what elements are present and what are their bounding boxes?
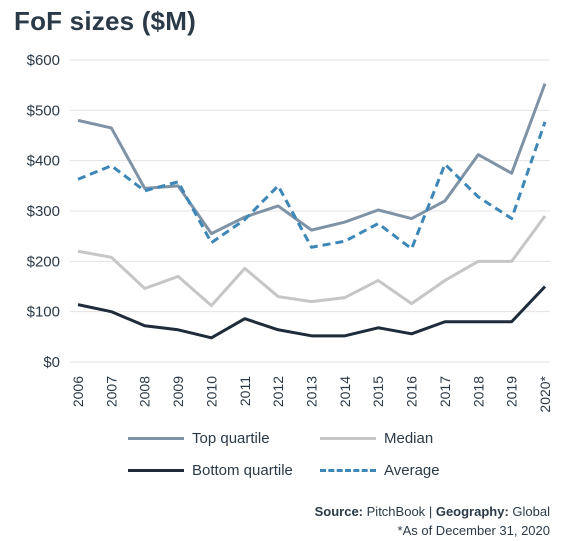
median-line: [77, 215, 547, 308]
average-line: [77, 121, 547, 251]
x-tick-label: 2018: [470, 376, 486, 407]
x-tick-label: 2007: [103, 376, 119, 407]
legend-item-top-quartile: Top quartile: [128, 430, 270, 447]
chart-title: FoF sizes ($M): [14, 6, 196, 36]
x-tick-label: 2015: [370, 376, 386, 407]
x-tick-label: 2016: [404, 376, 420, 407]
as-of-note: *As of December 31, 2020: [397, 523, 550, 538]
y-tick-label: $600: [27, 52, 60, 69]
y-tick-label: $0: [43, 354, 60, 371]
source-label: Source:: [314, 504, 364, 519]
top-quartile-line: [77, 83, 547, 236]
source-separator: |: [428, 504, 433, 519]
y-axis-ticks: $0 $100 $200 $300 $400 $500 $600: [27, 52, 60, 371]
grid: [70, 59, 550, 363]
legend-item-average: Average: [320, 462, 440, 479]
top-quartile-swatch: [128, 437, 184, 440]
legend: Top quartile Median Bottom quartile Aver…: [128, 428, 528, 492]
y-tick-label: $100: [27, 304, 60, 321]
y-tick-label: $400: [27, 153, 60, 170]
bottom-quartile-line: [77, 285, 547, 340]
y-tick-label: $500: [27, 102, 60, 119]
legend-label-median: Median: [384, 430, 434, 447]
legend-label-average: Average: [384, 462, 440, 479]
y-tick-label: $200: [27, 253, 60, 270]
y-tick-label: $300: [27, 203, 60, 220]
x-tick-label: 2009: [170, 376, 186, 407]
source-value: PitchBook: [366, 504, 426, 519]
x-tick-label: 2012: [270, 376, 286, 407]
legend-label-bottom-quartile: Bottom quartile: [192, 462, 293, 479]
bottom-quartile-swatch: [128, 469, 184, 472]
x-tick-label: 2006: [70, 376, 86, 407]
legend-label-top-quartile: Top quartile: [192, 430, 270, 447]
source-line: Source: PitchBook | Geography: Global: [315, 502, 550, 521]
x-tick-label: 2011: [237, 376, 253, 406]
x-tick-label: 2010: [203, 376, 219, 407]
median-swatch: [320, 437, 376, 440]
x-tick-label: 2020*: [537, 375, 553, 412]
line-chart: $0$100$200$300$400$500$600 2006 2007 2008 2…: [27, 52, 553, 413]
x-axis-ticks: 2006 2007 2008 2009 2010 2011 2012 2013 2014 2015…: [70, 375, 553, 412]
x-tick-label: 2019: [504, 376, 520, 407]
average-swatch: [320, 469, 376, 472]
x-tick-label: 2008: [137, 376, 153, 407]
x-tick-label: 2013: [304, 376, 320, 407]
x-tick-label: 2014: [337, 376, 353, 407]
series-lines: [77, 83, 547, 340]
legend-item-bottom-quartile: Bottom quartile: [128, 462, 293, 479]
geography-label: Geography:: [435, 504, 509, 519]
source-note: Source: PitchBook | Geography: Global *A…: [315, 502, 550, 540]
geography-value: Global: [512, 504, 550, 519]
x-tick-label: 2017: [437, 376, 453, 407]
legend-item-median: Median: [320, 430, 433, 447]
